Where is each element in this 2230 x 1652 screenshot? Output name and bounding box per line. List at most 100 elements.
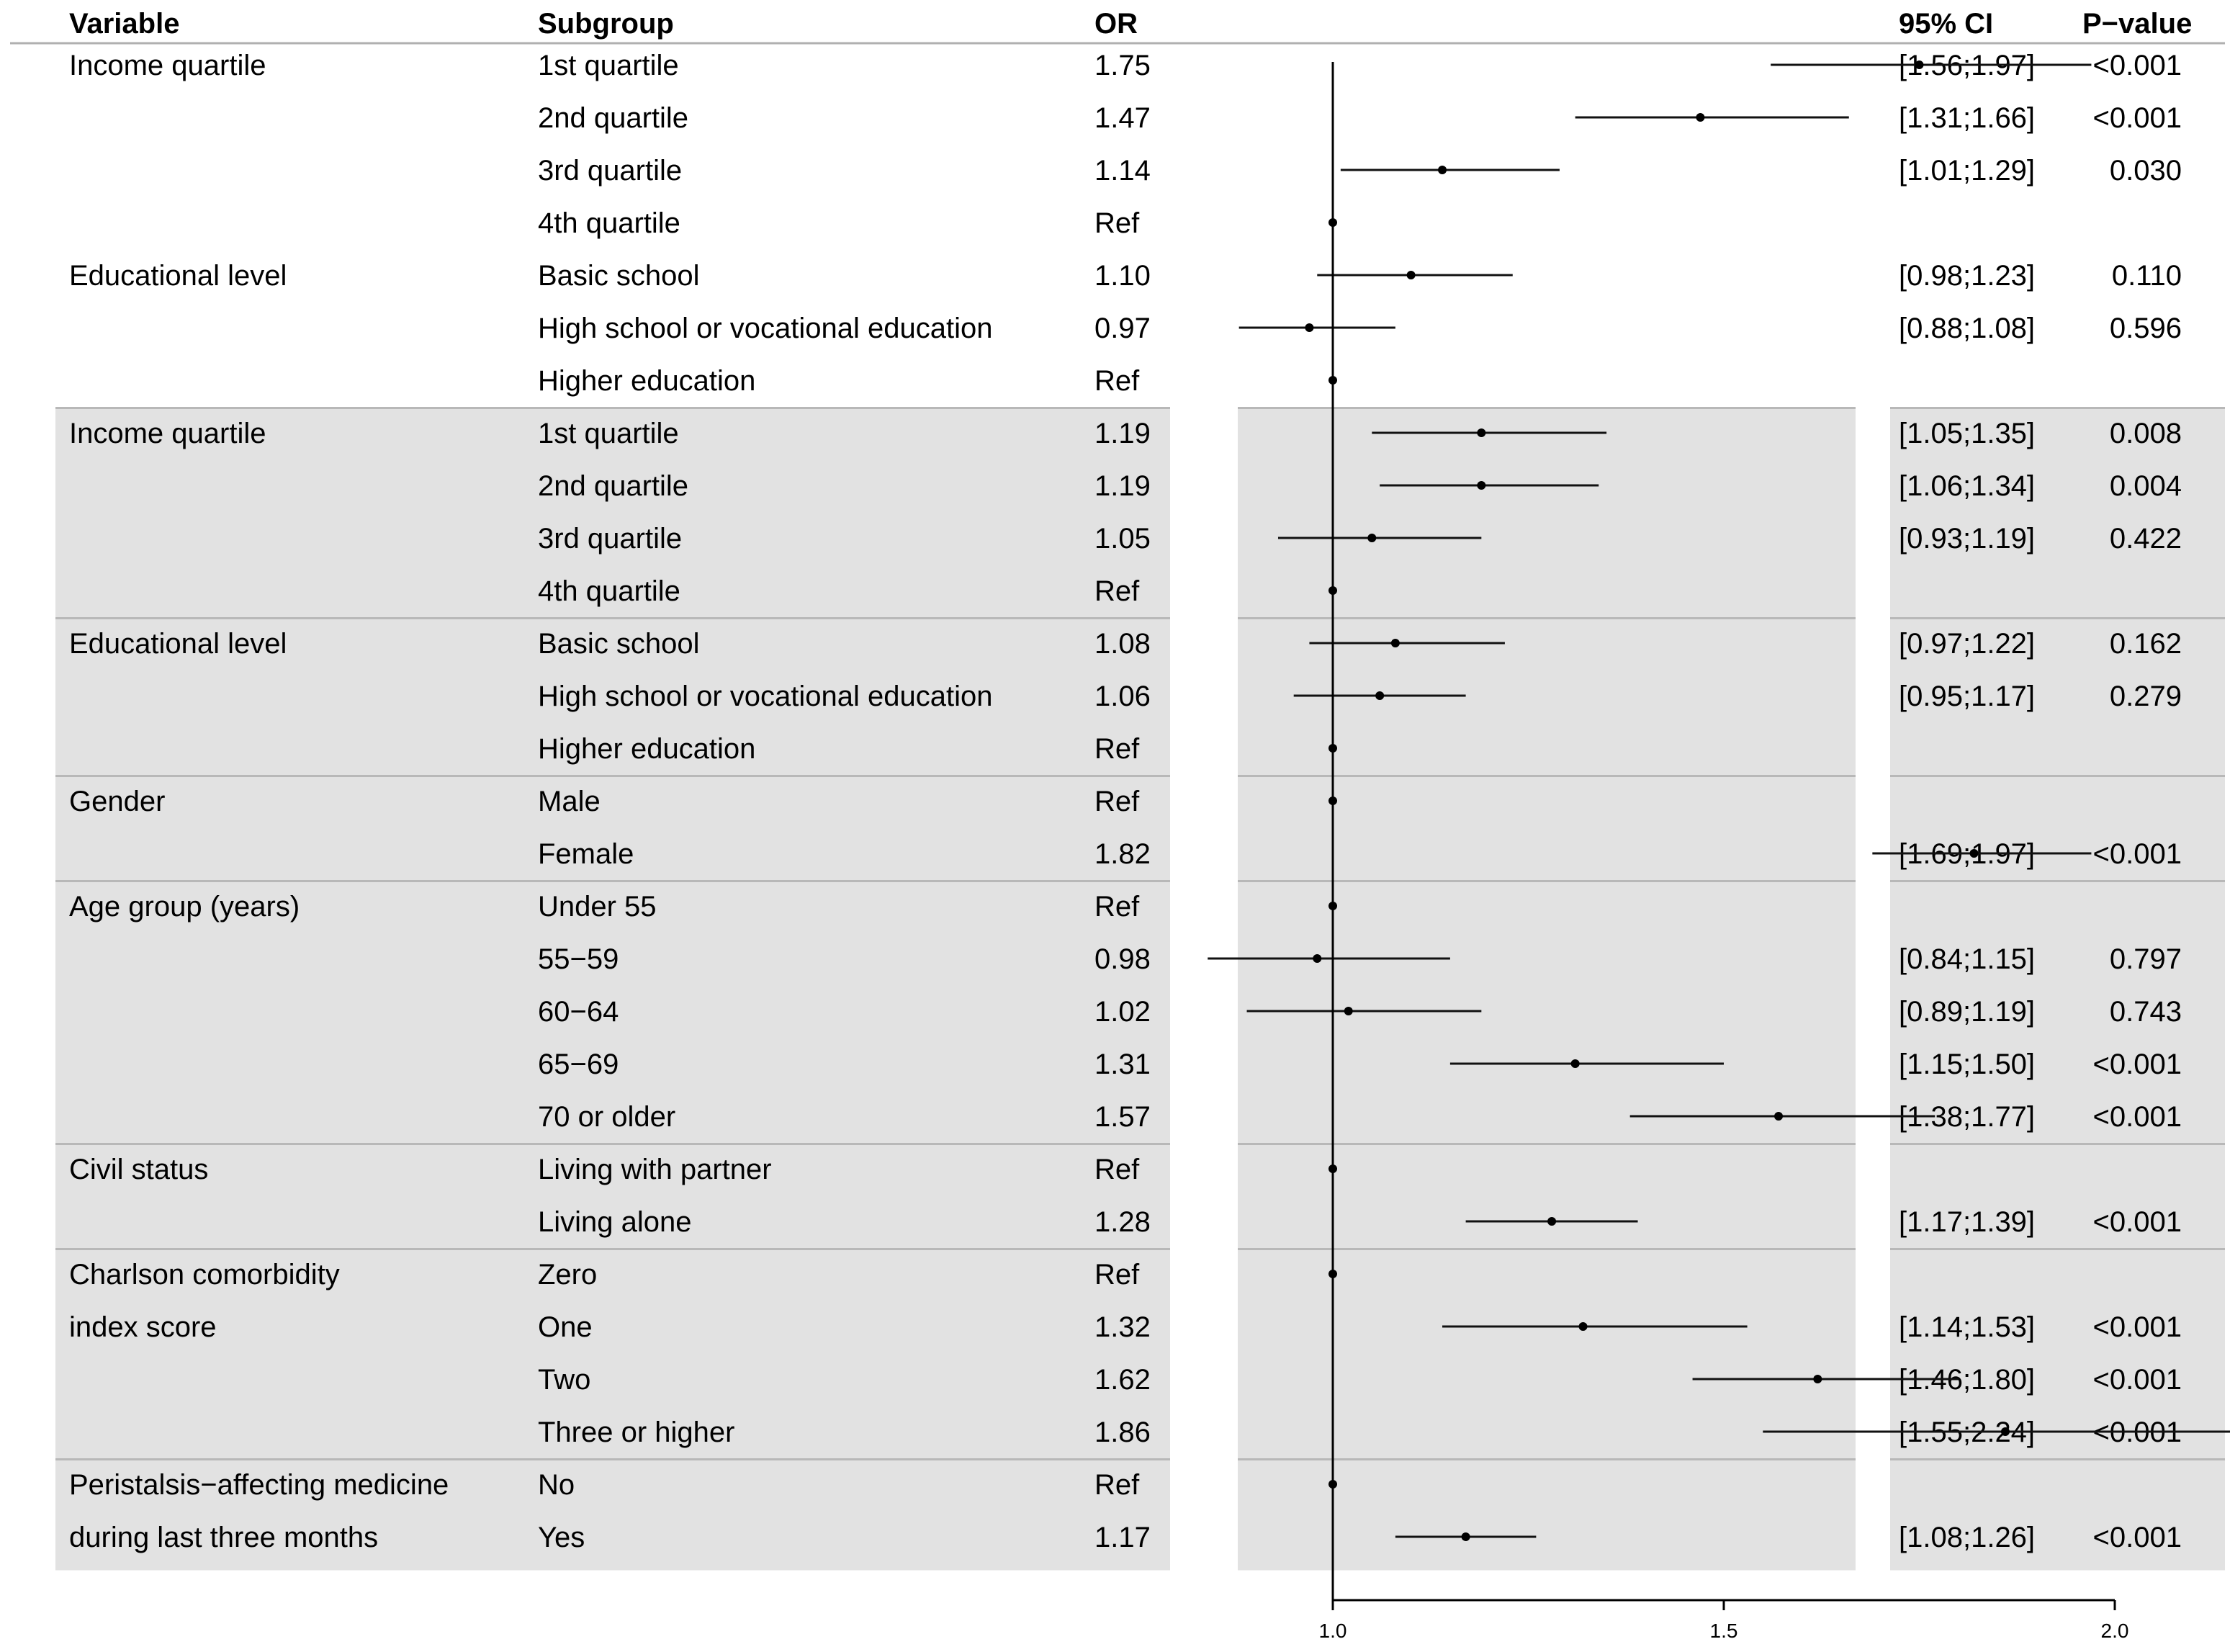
header-pvalue: P−value bbox=[2082, 8, 2192, 40]
subgroup-label: Higher education bbox=[538, 365, 755, 397]
p-value: 0.422 bbox=[2110, 523, 2182, 555]
or-value: Ref bbox=[1094, 575, 1140, 607]
shade-stats bbox=[1890, 408, 2225, 1571]
p-value: 0.004 bbox=[2110, 470, 2182, 502]
or-point bbox=[1696, 113, 1705, 122]
subgroup-label: Zero bbox=[538, 1259, 597, 1290]
p-value: <0.001 bbox=[2093, 1311, 2182, 1343]
or-value: 1.06 bbox=[1094, 681, 1151, 712]
shade-table bbox=[55, 408, 1170, 1571]
header-ci: 95% CI bbox=[1899, 8, 1993, 40]
header-subgroup: Subgroup bbox=[538, 8, 674, 40]
subgroup-label: 70 or older bbox=[538, 1101, 675, 1133]
subgroup-label: 4th quartile bbox=[538, 207, 680, 239]
or-value: Ref bbox=[1094, 891, 1140, 922]
or-point bbox=[1406, 271, 1416, 279]
subgroup-label: Basic school bbox=[538, 260, 700, 292]
subgroup-label: Female bbox=[538, 838, 634, 870]
p-value: <0.001 bbox=[2093, 102, 2182, 134]
or-point bbox=[1344, 1007, 1353, 1015]
subgroup-label: Basic school bbox=[538, 628, 700, 660]
subgroup-label: 1st quartile bbox=[538, 50, 679, 81]
or-value: 1.82 bbox=[1094, 838, 1151, 870]
or-value: 1.28 bbox=[1094, 1206, 1151, 1238]
variable-label: Age group (years) bbox=[69, 891, 300, 922]
or-point bbox=[1367, 534, 1377, 542]
subgroup-label: 3rd quartile bbox=[538, 523, 682, 555]
p-value: 0.797 bbox=[2110, 943, 2182, 975]
shade-plot bbox=[1238, 408, 1856, 1571]
or-value: 1.19 bbox=[1094, 470, 1151, 502]
or-point bbox=[1570, 1059, 1580, 1068]
subgroup-label: Living with partner bbox=[538, 1154, 772, 1185]
p-value: <0.001 bbox=[2093, 1522, 2182, 1553]
p-value: <0.001 bbox=[2093, 838, 2182, 870]
subgroup-label: Under 55 bbox=[538, 891, 657, 922]
or-value: Ref bbox=[1094, 733, 1140, 765]
ci-label: [1.14;1.53] bbox=[1899, 1311, 2035, 1343]
p-value: <0.001 bbox=[2093, 1364, 2182, 1396]
subgroup-label: 2nd quartile bbox=[538, 470, 688, 502]
or-value: 1.86 bbox=[1094, 1417, 1151, 1448]
variable-label: index score bbox=[69, 1311, 217, 1343]
subgroup-label: No bbox=[538, 1469, 575, 1501]
or-value: 1.47 bbox=[1094, 102, 1151, 134]
x-tick-label: 1.0 bbox=[1319, 1620, 1347, 1642]
variable-label: Peristalsis−affecting medicine bbox=[69, 1469, 449, 1501]
or-point bbox=[1813, 1375, 1822, 1383]
subgroup-label: 65−69 bbox=[538, 1049, 619, 1080]
or-value: 1.14 bbox=[1094, 155, 1151, 187]
variable-label: during last three months bbox=[69, 1522, 378, 1553]
subgroup-label: Living alone bbox=[538, 1206, 692, 1238]
or-value: 1.17 bbox=[1094, 1522, 1151, 1553]
ci-label: [0.97;1.22] bbox=[1899, 628, 2035, 660]
or-value: 1.19 bbox=[1094, 418, 1151, 449]
subgroup-label: Higher education bbox=[538, 733, 755, 765]
p-value: 0.743 bbox=[2110, 996, 2182, 1028]
p-value: <0.001 bbox=[2093, 1206, 2182, 1238]
ci-label: [1.31;1.66] bbox=[1899, 102, 2035, 134]
or-value: 1.75 bbox=[1094, 50, 1151, 81]
subgroup-label: 3rd quartile bbox=[538, 155, 682, 187]
header-or: OR bbox=[1094, 8, 1138, 40]
subgroup-label: Three or higher bbox=[538, 1417, 734, 1448]
subgroup-label: One bbox=[538, 1311, 593, 1343]
variable-label: Gender bbox=[69, 786, 165, 817]
ci-label: [1.08;1.26] bbox=[1899, 1522, 2035, 1553]
or-point bbox=[1461, 1532, 1470, 1541]
ci-label: [0.88;1.08] bbox=[1899, 313, 2035, 344]
variable-label: Educational level bbox=[69, 260, 287, 292]
ci-label: [0.93;1.19] bbox=[1899, 523, 2035, 555]
or-point bbox=[1915, 60, 1924, 69]
or-point bbox=[1313, 954, 1322, 963]
subgroup-label: 55−59 bbox=[538, 943, 619, 975]
or-value: Ref bbox=[1094, 786, 1140, 817]
x-tick-label: 2.0 bbox=[2101, 1620, 2129, 1642]
subgroup-label: 4th quartile bbox=[538, 575, 680, 607]
ci-label: [0.89;1.19] bbox=[1899, 996, 2035, 1028]
or-value: Ref bbox=[1094, 365, 1140, 397]
ci-label: [0.84;1.15] bbox=[1899, 943, 2035, 975]
or-value: 1.05 bbox=[1094, 523, 1151, 555]
or-point bbox=[1390, 639, 1400, 647]
or-point bbox=[1305, 323, 1314, 332]
or-value: 1.32 bbox=[1094, 1311, 1151, 1343]
or-value: 1.10 bbox=[1094, 260, 1151, 292]
x-tick-label: 1.5 bbox=[1710, 1620, 1738, 1642]
or-point bbox=[1375, 691, 1385, 700]
subgroup-label: 60−64 bbox=[538, 996, 619, 1028]
ci-label: [1.01;1.29] bbox=[1899, 155, 2035, 187]
or-point bbox=[1438, 166, 1447, 174]
subgroup-label: Yes bbox=[538, 1522, 585, 1553]
subgroup-label: 1st quartile bbox=[538, 418, 679, 449]
or-point bbox=[1477, 428, 1486, 437]
subgroup-label: High school or vocational education bbox=[538, 313, 993, 344]
p-value: <0.001 bbox=[2093, 50, 2182, 81]
p-value: 0.110 bbox=[2112, 260, 2182, 292]
or-value: Ref bbox=[1094, 1469, 1140, 1501]
subgroup-label: High school or vocational education bbox=[538, 681, 993, 712]
or-value: 1.57 bbox=[1094, 1101, 1151, 1133]
or-value: Ref bbox=[1094, 1259, 1140, 1290]
or-value: 1.08 bbox=[1094, 628, 1151, 660]
